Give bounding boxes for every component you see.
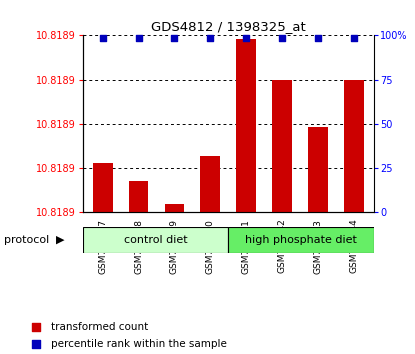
Bar [93, 163, 112, 212]
Point [32, 324, 39, 329]
Text: transformed count: transformed count [51, 321, 148, 332]
Point [135, 35, 142, 41]
Bar [308, 127, 328, 212]
Point [279, 35, 286, 41]
Bar [83, 227, 228, 253]
Point [350, 35, 357, 41]
Point [243, 35, 249, 41]
Bar [129, 181, 149, 212]
Bar [200, 156, 220, 212]
Text: ▶: ▶ [56, 235, 64, 245]
Point [100, 35, 106, 41]
Text: percentile rank within the sample: percentile rank within the sample [51, 339, 227, 349]
Title: GDS4812 / 1398325_at: GDS4812 / 1398325_at [151, 20, 305, 33]
Bar [272, 80, 292, 212]
Bar [344, 80, 364, 212]
Text: control diet: control diet [124, 235, 188, 245]
Bar [236, 39, 256, 212]
Text: high phosphate diet: high phosphate diet [245, 235, 357, 245]
Point [207, 35, 214, 41]
Text: protocol: protocol [4, 235, 49, 245]
Bar [165, 204, 184, 212]
Bar [228, 227, 374, 253]
Point [171, 35, 178, 41]
Point [32, 341, 39, 347]
Point [315, 35, 321, 41]
